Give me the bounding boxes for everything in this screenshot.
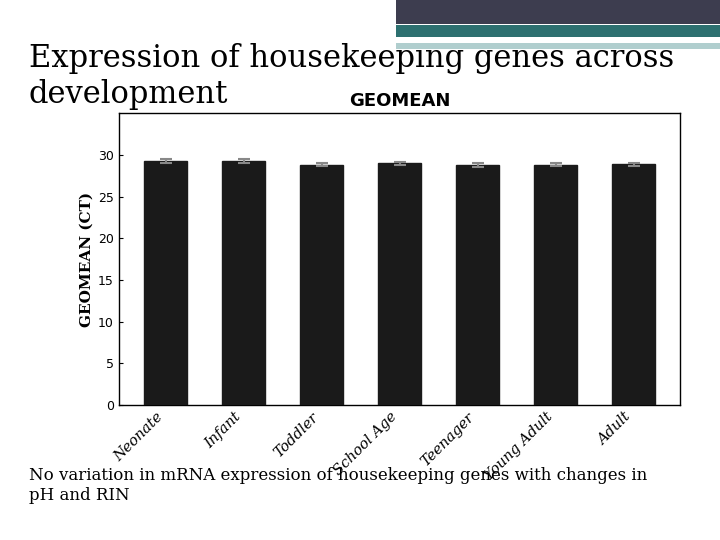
Bar [300, 165, 343, 405]
Bar [534, 165, 577, 405]
Y-axis label: GEOMEAN (CT): GEOMEAN (CT) [80, 192, 94, 327]
Bar [378, 164, 421, 405]
Text: Expression of housekeeping genes across
development: Expression of housekeeping genes across … [29, 43, 674, 110]
Bar [222, 161, 265, 405]
Bar [612, 164, 655, 405]
Text: No variation in mRNA expression of housekeeping genes with changes in
pH and RIN: No variation in mRNA expression of house… [29, 467, 647, 504]
Bar [456, 165, 499, 405]
Title: GEOMEAN: GEOMEAN [349, 92, 450, 111]
Bar [144, 161, 187, 405]
